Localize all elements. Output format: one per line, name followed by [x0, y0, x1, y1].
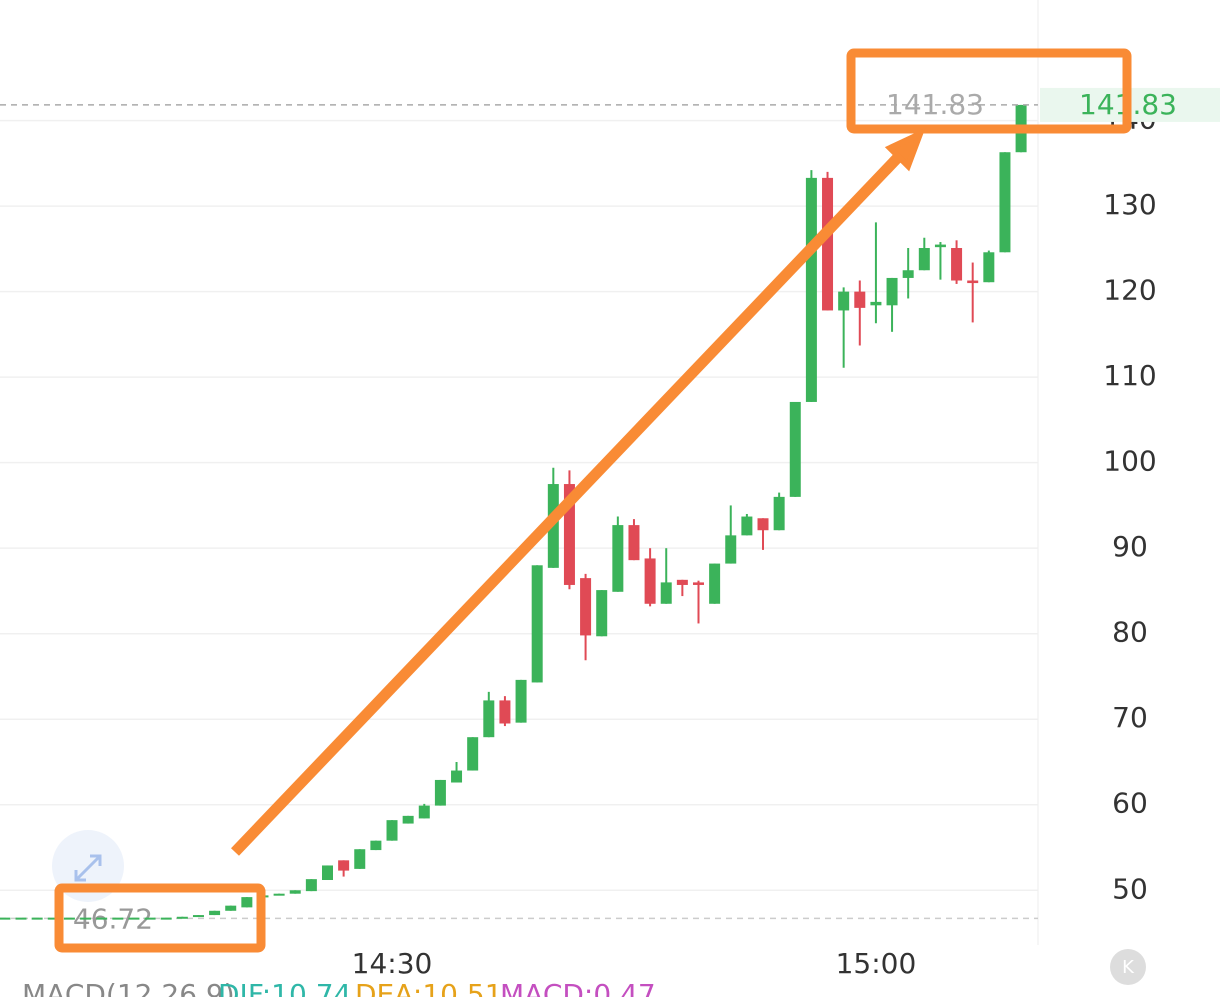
arrow-head — [884, 128, 926, 172]
candle-body — [757, 518, 769, 531]
y-tick-label: 120 — [1103, 274, 1156, 307]
candle-body — [0, 917, 11, 920]
candle-body — [822, 177, 834, 311]
candle-body — [644, 558, 656, 604]
candle-body — [854, 291, 866, 308]
candle-body — [209, 910, 221, 916]
candle-body — [805, 177, 817, 402]
candle-body — [628, 525, 640, 561]
highlight-box — [54, 883, 266, 953]
y-tick-label: 130 — [1103, 188, 1156, 221]
candle-body — [31, 917, 43, 920]
candle-body — [354, 849, 366, 869]
y-tick-label: 90 — [1112, 530, 1148, 563]
x-tick-label: 15:00 — [836, 947, 917, 980]
k-icon: K — [1122, 957, 1135, 978]
candle-body — [402, 815, 414, 824]
candle-body — [451, 770, 463, 783]
candle-body — [241, 897, 253, 908]
candle-body — [128, 917, 140, 920]
x-tick-label: 14:30 — [352, 947, 433, 980]
y-tick-label: 50 — [1112, 872, 1148, 905]
highlight-box — [846, 48, 1132, 134]
indicator-name: MACD(12,26,9) — [22, 978, 235, 997]
candle-body — [15, 917, 27, 920]
candle-body — [596, 590, 608, 637]
candle-body — [467, 737, 479, 771]
candle-body — [838, 291, 850, 311]
candle-body — [692, 582, 704, 585]
arrow — [231, 146, 909, 856]
candle-body — [273, 893, 285, 896]
overlay: 141.83 141.83 — [0, 87, 1220, 122]
candle-body — [370, 840, 382, 851]
candle-body — [515, 679, 527, 723]
candle-body — [660, 582, 672, 604]
candle-body — [289, 890, 301, 894]
candle-body — [96, 917, 108, 920]
candle-body — [434, 779, 446, 806]
y-tick-label: 70 — [1112, 701, 1148, 734]
last-price-inline-label: 141.83 — [886, 88, 984, 121]
expand-icon — [74, 854, 102, 882]
candle-body — [225, 905, 237, 911]
candle-body — [386, 820, 398, 841]
candle-body — [531, 565, 543, 683]
candle-body — [418, 805, 430, 819]
candle-body — [967, 280, 979, 284]
candle-body — [80, 917, 92, 920]
y-tick-label: 110 — [1103, 359, 1156, 392]
candle-body — [983, 252, 995, 283]
candle-body — [338, 860, 350, 871]
candle-body — [612, 525, 624, 592]
indicator-dea: DEA:10.51 — [355, 978, 503, 997]
candle-body — [47, 917, 59, 920]
candle-body — [918, 248, 930, 271]
candle-body — [499, 700, 511, 724]
candle-body — [870, 301, 882, 306]
candle-body — [951, 248, 963, 281]
k-button[interactable] — [1110, 949, 1146, 985]
candle-body — [725, 535, 737, 564]
annotations — [54, 48, 1132, 953]
indicator-macd: MACD:0.47 — [500, 978, 656, 997]
y-tick-label: 100 — [1103, 445, 1156, 478]
candle-body — [176, 916, 188, 919]
candle-body — [305, 879, 317, 892]
candle-body — [902, 270, 914, 278]
candle-body — [63, 917, 75, 920]
y-tick-label: 80 — [1112, 616, 1148, 649]
candle-body — [483, 700, 495, 738]
candle-body — [934, 244, 946, 248]
candle-body — [886, 277, 898, 306]
candle-body — [580, 578, 592, 636]
candle-body — [144, 917, 156, 920]
candle-body — [709, 563, 721, 604]
candle-body — [741, 516, 753, 536]
candle-body — [789, 401, 801, 497]
candle-body — [192, 915, 204, 918]
y-tick-label: 60 — [1112, 787, 1148, 820]
candle-body — [322, 865, 333, 881]
indicator-dif: DIF:10.74 — [218, 978, 351, 997]
candle-body — [563, 484, 575, 585]
candle-body — [773, 496, 785, 531]
candle-body — [676, 579, 688, 585]
candle-body — [112, 917, 124, 920]
candle-body — [160, 917, 172, 920]
candle-body — [999, 152, 1011, 253]
